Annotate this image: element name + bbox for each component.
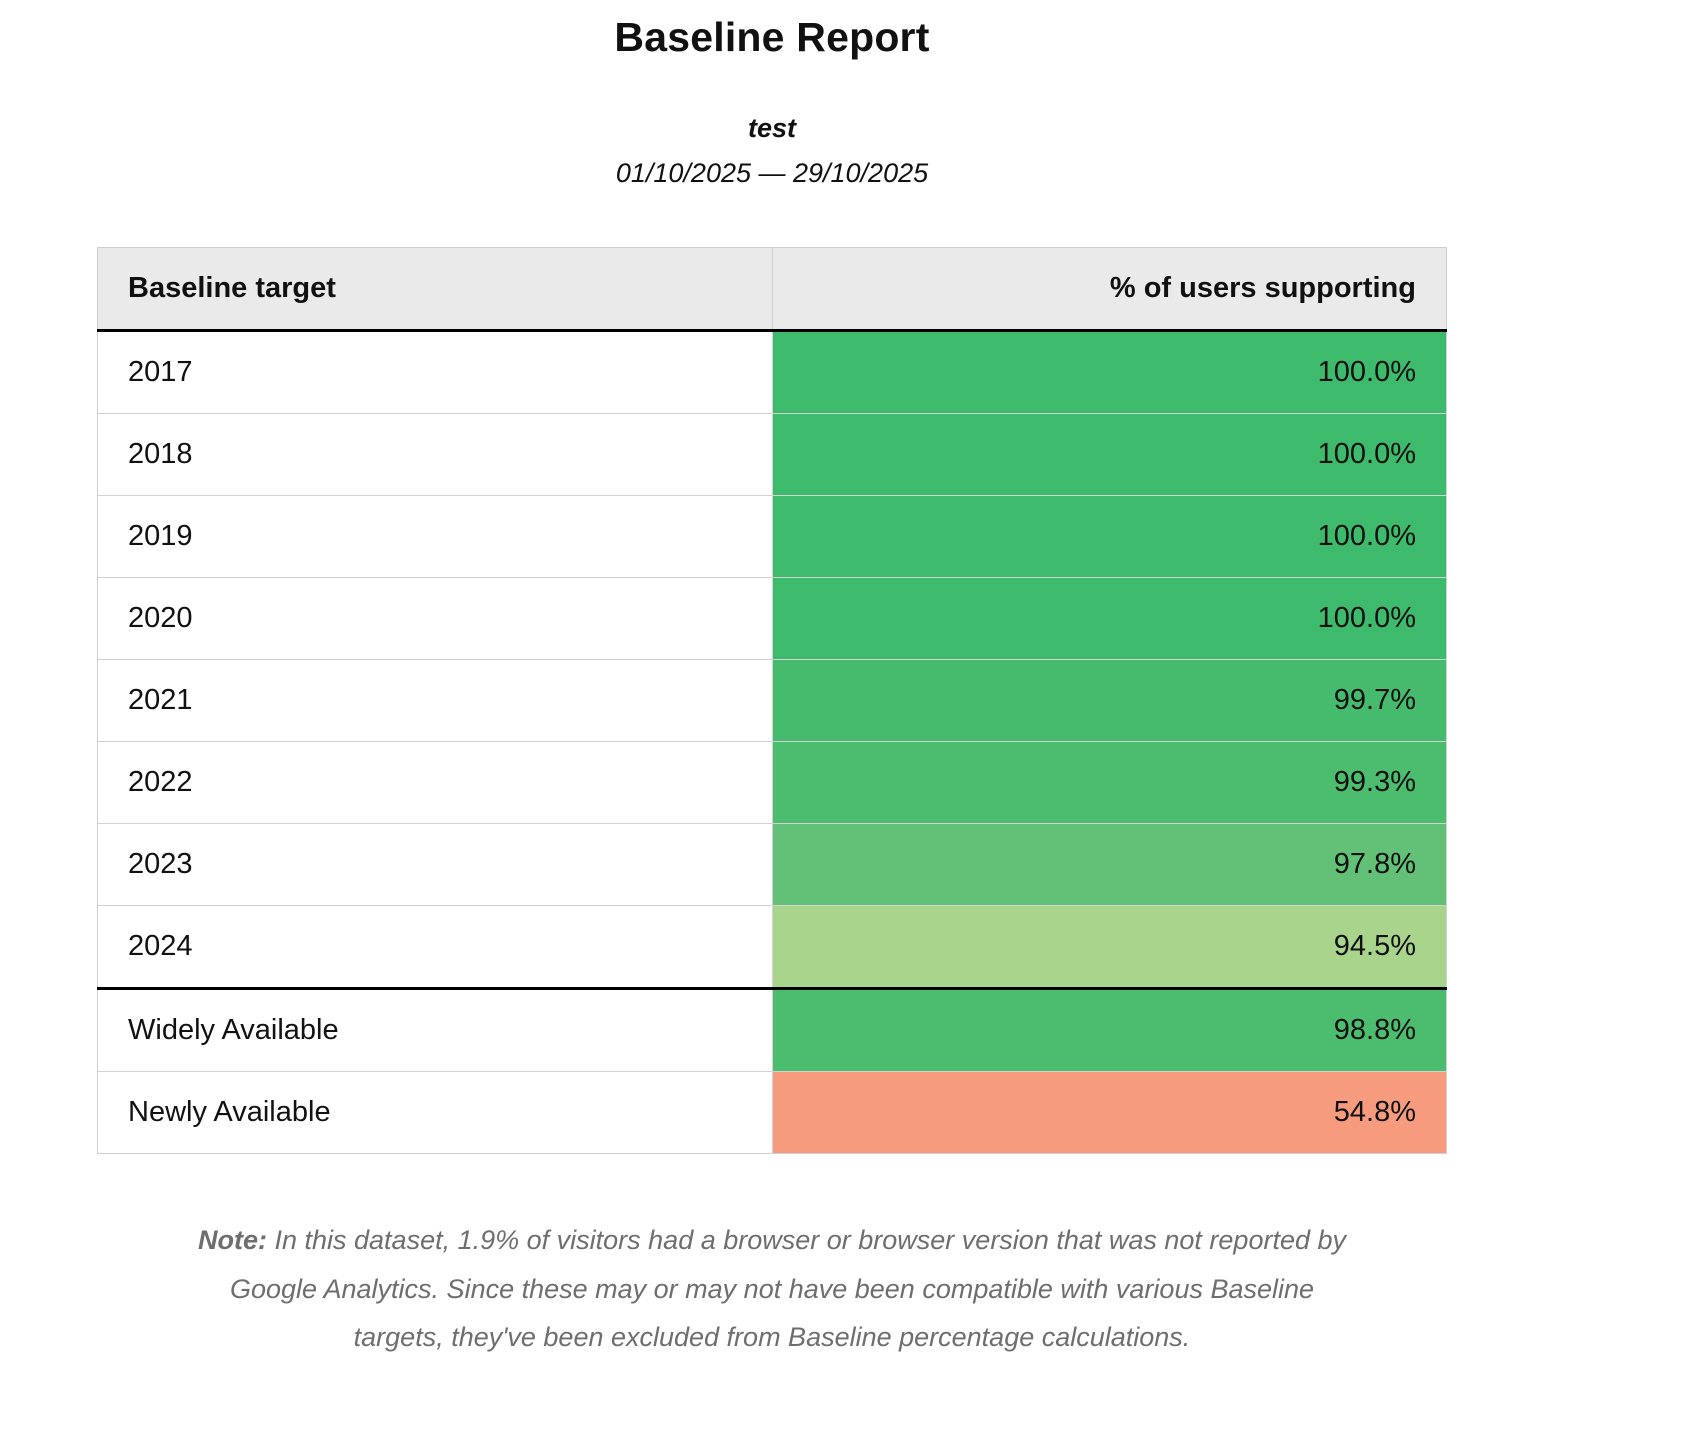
table-row: 2018 100.0% <box>97 413 1447 496</box>
table-header: Baseline target % of users supporting <box>97 247 1447 332</box>
table-row: 2019 100.0% <box>97 495 1447 578</box>
column-header-baseline-target: Baseline target <box>97 247 773 332</box>
percent-supporting-cell: 99.7% <box>771 659 1447 742</box>
note-text: In this dataset, 1.9% of visitors had a … <box>229 1225 1347 1353</box>
percent-supporting-cell: 100.0% <box>771 413 1447 496</box>
baseline-target-cell: 2024 <box>97 905 773 989</box>
page-title: Baseline Report <box>614 14 930 60</box>
baseline-target-cell: 2020 <box>97 577 773 660</box>
table-row: 2024 94.5% <box>97 905 1447 989</box>
baseline-target-cell: Widely Available <box>97 987 773 1072</box>
baseline-target-cell: Newly Available <box>97 1071 773 1154</box>
table-header-row: Baseline target % of users supporting <box>97 247 1447 332</box>
percent-supporting-cell: 100.0% <box>771 330 1447 414</box>
table-row: Widely Available 98.8% <box>97 987 1447 1072</box>
note-label: Note: <box>197 1225 267 1255</box>
column-header-percent-supporting: % of users supporting <box>771 247 1447 332</box>
baseline-target-cell: 2023 <box>97 823 773 906</box>
baseline-target-cell: 2019 <box>97 495 773 578</box>
table-row: 2020 100.0% <box>97 577 1447 660</box>
report-table-body: 2017 100.0% 2018 100.0% 2019 100.0% 2020 100.0%… <box>97 330 1447 1154</box>
table-row: 2023 97.8% <box>97 823 1447 906</box>
table-row: 2021 99.7% <box>97 659 1447 742</box>
baseline-target-cell: 2018 <box>97 413 773 496</box>
percent-supporting-cell: 54.8% <box>771 1071 1447 1154</box>
percent-supporting-cell: 97.8% <box>771 823 1447 906</box>
baseline-target-cell: 2021 <box>97 659 773 742</box>
table-row: 2022 99.3% <box>97 741 1447 824</box>
report-container: Baseline Report test 01/10/2025 — 29/10/… <box>97 0 1447 1362</box>
table-row: Newly Available 54.8% <box>97 1071 1447 1154</box>
percent-supporting-cell: 94.5% <box>771 905 1447 989</box>
report-subtitle: test <box>747 113 796 143</box>
percent-supporting-cell: 100.0% <box>771 577 1447 660</box>
report-note: Note: In this dataset, 1.9% of visitors … <box>182 1216 1362 1362</box>
table-row: 2017 100.0% <box>97 330 1447 414</box>
baseline-target-cell: 2017 <box>97 330 773 414</box>
percent-supporting-cell: 100.0% <box>771 495 1447 578</box>
percent-supporting-cell: 99.3% <box>771 741 1447 824</box>
report-date-range: 01/10/2025 — 29/10/2025 <box>615 158 929 188</box>
baseline-target-cell: 2022 <box>97 741 773 824</box>
baseline-report-table: Baseline target % of users supporting 20… <box>97 247 1447 1154</box>
percent-supporting-cell: 98.8% <box>771 987 1447 1072</box>
